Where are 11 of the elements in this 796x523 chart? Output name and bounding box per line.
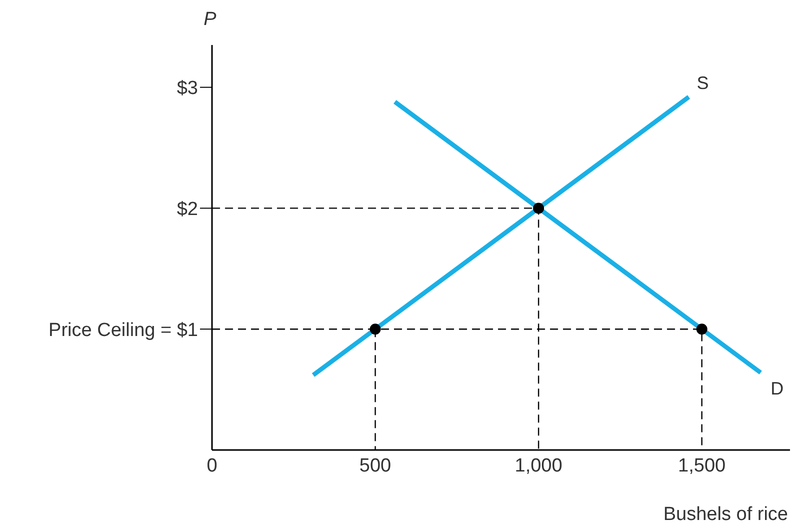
x-tick-label: 500 [359,455,392,476]
y-tick-label: Price Ceiling = $1 [48,320,198,341]
x-tick-label: 0 [206,455,218,476]
series-label: S [696,72,709,93]
series-label: D [770,378,784,399]
y-axis-title: P [204,9,217,30]
y-tick-label: $3 [176,78,198,100]
x-tick-label: 1,000 [514,455,562,476]
x-axis-title: Bushels of rice [663,504,788,523]
y-tick-label: $2 [176,198,198,220]
x-tick-label: 1,500 [678,455,726,476]
